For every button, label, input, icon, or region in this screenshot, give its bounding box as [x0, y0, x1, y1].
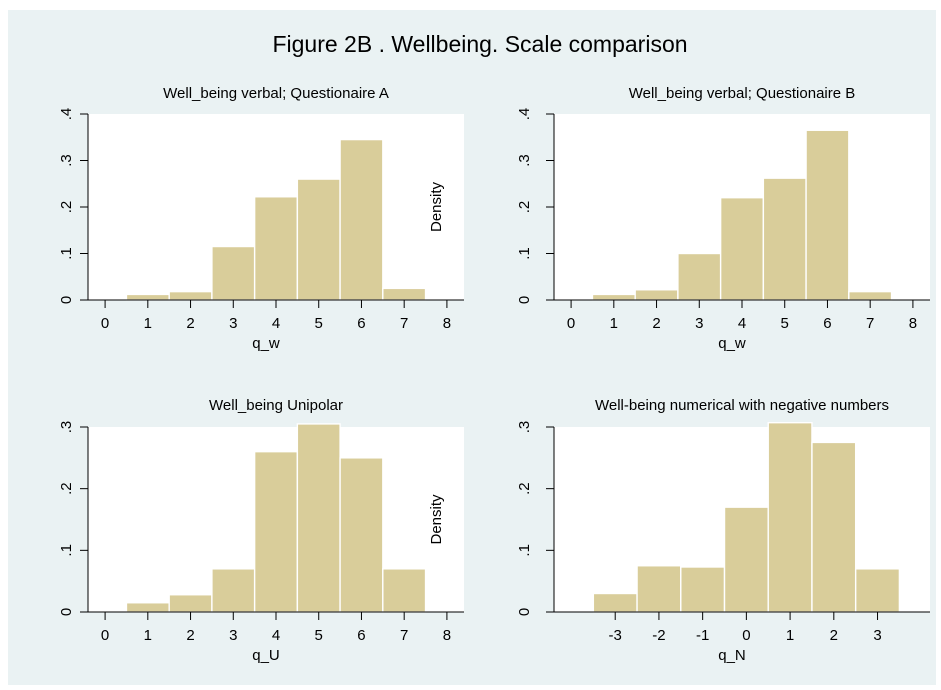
x-tick-label: -3 [609, 627, 622, 644]
y-tick-label: .3 [58, 421, 75, 434]
y-tick-label: .3 [516, 154, 533, 167]
x-tick-label: 1 [144, 627, 152, 644]
histogram-bar [211, 245, 256, 301]
y-tick-label: 0 [58, 296, 75, 304]
histogram-bar [680, 566, 726, 613]
panel-1: Well_being verbal; Questionaire A 0 1 2 3 4 5 6… [58, 85, 464, 352]
histogram-bar [296, 178, 341, 301]
x-tick-label: 4 [272, 315, 280, 332]
y-tick-label: .1 [516, 544, 533, 557]
x-tick-label: 0 [101, 315, 109, 332]
x-tick-label: 2 [186, 627, 194, 644]
x-tick-label: 4 [738, 315, 746, 332]
x-tick-label: -2 [652, 627, 665, 644]
histogram-bar [848, 290, 893, 301]
histogram-bar [382, 568, 427, 613]
x-axis-title: q_w [718, 335, 746, 352]
y-tick-label: .1 [58, 247, 75, 260]
y-tick-label: .2 [516, 201, 533, 214]
histogram-bar [296, 423, 341, 613]
x-tick-label: -1 [696, 627, 709, 644]
x-tick-label: 3 [229, 315, 237, 332]
x-tick-label: 1 [786, 627, 794, 644]
y-tick-label: 0 [516, 608, 533, 616]
x-tick-label: 3 [873, 627, 881, 644]
histogram-bar [168, 594, 213, 613]
y-tick-label: .4 [516, 108, 533, 121]
x-tick-label: 5 [781, 315, 789, 332]
panel-3: Well_being Unipolar 0 1 2 3 4 5 6 7 8 q_U 0 .1 .2 .3 De… [58, 397, 464, 664]
histogram-bar [253, 450, 299, 613]
x-tick-label: 6 [357, 315, 365, 332]
x-tick-label: 5 [315, 627, 323, 644]
histogram-bar [339, 457, 384, 613]
histogram-bar [253, 196, 299, 301]
x-tick-label: 5 [315, 315, 323, 332]
histogram-bar [382, 287, 427, 301]
x-tick-label: 0 [742, 627, 750, 644]
y-tick-label: .3 [516, 421, 533, 434]
y-tick-label: .2 [58, 201, 75, 214]
y-tick-label: 0 [58, 608, 75, 616]
figure-title: Figure 2B . Wellbeing. Scale comparison [272, 31, 687, 57]
y-tick-label: .3 [58, 154, 75, 167]
x-tick-label: 2 [830, 627, 838, 644]
histogram-bar [125, 293, 170, 301]
x-tick-label: 1 [610, 315, 618, 332]
histogram-bar [591, 293, 636, 301]
histogram-bar [854, 568, 901, 613]
x-tick-label: 0 [101, 627, 109, 644]
panel-title: Well_being Unipolar [209, 397, 343, 414]
histogram-bar [125, 602, 170, 613]
histogram-bar [168, 290, 213, 301]
panel-4: Well-being numerical with negative numbe… [516, 397, 930, 664]
y-axis-title: Density [428, 181, 445, 232]
y-tick-label: .1 [516, 247, 533, 260]
x-tick-label: 8 [443, 315, 451, 332]
x-tick-label: 2 [186, 315, 194, 332]
x-tick-label: 6 [357, 627, 365, 644]
y-axis-title: Density [428, 494, 445, 545]
x-tick-label: 0 [567, 315, 575, 332]
y-tick-label: .1 [58, 544, 75, 557]
x-tick-label: 3 [695, 315, 703, 332]
x-tick-label: 7 [400, 627, 408, 644]
histogram-bar [811, 441, 857, 613]
x-tick-label: 7 [866, 315, 874, 332]
y-tick-label: .2 [58, 482, 75, 495]
x-tick-label: 7 [400, 315, 408, 332]
panels: Well_being verbal; Questionaire A 0 1 2 3 4 5 6… [58, 85, 930, 664]
y-tick-label: .4 [58, 108, 75, 121]
histogram-bar [592, 592, 638, 613]
histogram-bar [767, 421, 813, 613]
histogram-bar [677, 252, 722, 301]
x-tick-label: 4 [272, 627, 280, 644]
panel-title: Well-being numerical with negative numbe… [595, 397, 889, 414]
panel-2: Well_being verbal; Questionaire B 0 1 2 3 4 5 6… [516, 85, 930, 352]
x-axis-title: q_w [252, 335, 280, 352]
histogram-bar [762, 177, 807, 301]
x-axis-title: q_N [718, 647, 746, 664]
histogram-bar [723, 506, 769, 613]
x-tick-label: 2 [652, 315, 660, 332]
histogram-bar [805, 129, 850, 301]
x-tick-label: 8 [909, 315, 917, 332]
x-axis-title: q_U [252, 647, 280, 664]
y-tick-label: .2 [516, 482, 533, 495]
x-tick-label: 8 [443, 627, 451, 644]
histogram-bar [634, 289, 679, 301]
x-tick-label: 1 [144, 315, 152, 332]
histogram-bar [339, 138, 384, 301]
histogram-bar [636, 565, 682, 613]
y-tick-label: 0 [516, 296, 533, 304]
histogram-bar [211, 568, 256, 613]
panel-title: Well_being verbal; Questionaire B [629, 85, 856, 102]
x-tick-label: 3 [229, 627, 237, 644]
panel-title: Well_being verbal; Questionaire A [163, 85, 389, 102]
histogram-bar [719, 196, 765, 301]
x-tick-label: 6 [823, 315, 831, 332]
